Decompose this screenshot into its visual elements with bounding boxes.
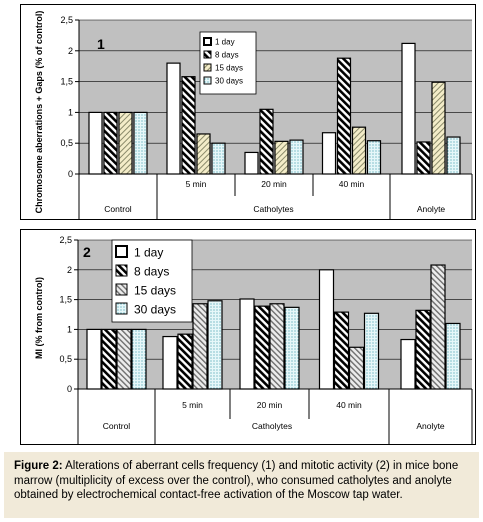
category-label: 20 min — [257, 400, 283, 410]
panel-2-y-axis-label: MI (% from control) — [34, 277, 44, 359]
legend-label: 15 days — [215, 64, 243, 73]
bar-40-min-series-4 — [366, 140, 382, 175]
legend-label: 15 days — [134, 284, 176, 298]
y-tick-label: 0,5 — [60, 138, 73, 148]
legend-swatch — [115, 245, 128, 258]
bar-5-min-series-2 — [181, 76, 196, 175]
bar-control-series-1 — [88, 111, 103, 175]
category-label: 40 min — [339, 179, 365, 189]
bar-control-series-3 — [118, 111, 133, 175]
bar-5-min-series-1 — [166, 62, 181, 175]
bar-anolyte-series-3 — [430, 264, 446, 390]
bar-anolyte-series-4 — [446, 136, 461, 175]
group-label: Control — [104, 204, 132, 214]
panel-2-legend: 1 day 8 days 15 days 30 days — [111, 239, 193, 323]
bar-40-min-series-3 — [348, 346, 365, 390]
y-tick-label: 2,5 — [59, 235, 72, 245]
y-tick-label: 1 — [67, 324, 72, 334]
bar-40-min-series-2 — [333, 311, 350, 390]
bar-control-series-4 — [131, 328, 147, 390]
panel-1-number: 1 — [97, 36, 105, 52]
legend-swatch — [115, 283, 128, 296]
bar-40-min-series-1 — [321, 132, 337, 175]
y-tick-label: 1,5 — [60, 77, 73, 87]
caption-text: Alterations of aberrant cells frequency … — [14, 460, 459, 501]
y-tick-label: 0 — [67, 384, 72, 394]
bar-40-min-series-3 — [351, 126, 367, 175]
group-label: Catholytes — [253, 204, 293, 214]
panel-2-y-tick-labels: 0 0,5 1 1,5 2 2,5 — [59, 235, 72, 394]
bar-anolyte-series-4 — [445, 322, 461, 390]
bar-20-min-series-2 — [254, 305, 270, 390]
bar-40-min-series-2 — [336, 57, 352, 175]
legend-label: 8 days — [134, 265, 169, 279]
bar-20-min-series-3 — [269, 303, 285, 390]
bar-20-min-series-1 — [239, 298, 255, 390]
bar-anolyte-series-3 — [431, 81, 446, 175]
figure-caption: Figure 2: Alterations of aberrant cells … — [4, 452, 479, 518]
category-label: 40 min — [336, 400, 362, 410]
legend-swatch — [203, 63, 212, 72]
group-label: Anolyte — [416, 421, 445, 431]
legend-swatch — [115, 264, 128, 277]
panel-1-bars — [88, 42, 461, 175]
bar-20-min-series-2 — [259, 108, 274, 175]
bar-control-series-4 — [133, 111, 148, 175]
bar-5-min-series-4 — [207, 300, 223, 390]
legend-swatch — [115, 302, 128, 315]
bar-5-min-series-1 — [162, 335, 178, 390]
bar-20-min-series-4 — [289, 139, 304, 175]
panel-1-y-tick-labels: 0 0,5 1 1,5 2 2,5 — [60, 15, 73, 179]
bar-control-series-2 — [101, 328, 117, 390]
y-tick-label: 0,5 — [59, 354, 72, 364]
bar-40-min-series-1 — [318, 269, 335, 390]
legend-swatch — [203, 50, 212, 59]
y-tick-label: 2,5 — [60, 15, 73, 25]
bar-20-min-series-3 — [274, 140, 289, 175]
bar-5-min-series-3 — [196, 133, 211, 175]
group-label: Control — [103, 421, 131, 431]
caption-label: Figure 2: — [14, 460, 63, 472]
bar-control-series-2 — [103, 111, 118, 175]
y-tick-label: 1 — [68, 107, 73, 117]
y-tick-label: 2 — [67, 265, 72, 275]
bar-anolyte-series-1 — [400, 338, 416, 390]
category-label: 20 min — [261, 179, 287, 189]
category-label: 5 min — [186, 179, 207, 189]
bar-control-series-1 — [86, 328, 102, 390]
legend-swatch — [203, 37, 212, 46]
bar-20-min-series-1 — [244, 151, 259, 175]
bar-5-min-series-4 — [211, 142, 226, 175]
bar-5-min-series-2 — [177, 333, 193, 390]
chart-panel-1: 0 0,5 1 1,5 2 2,5 5 min 20 min 40 min Control Cat… — [20, 4, 476, 220]
bar-anolyte-series-2 — [415, 309, 431, 390]
y-tick-label: 1,5 — [59, 295, 72, 305]
panel-2-category-axis: 5 min 20 min 40 min Control Catholytes Anolyt… — [77, 388, 473, 444]
legend-label: 1 day — [215, 38, 235, 47]
panel-1-category-axis: 5 min 20 min 40 min Control Catholytes Anolyt… — [78, 173, 473, 219]
legend-swatch — [203, 76, 212, 85]
panel-1-y-axis-label: Chromosome aberrations + Gaps (% of cont… — [34, 11, 44, 214]
bar-5-min-series-3 — [192, 303, 208, 390]
chart-panel-2: 0 0,5 1 1,5 2 2,5 5 min 20 min 40 min Control Cat… — [20, 229, 476, 445]
bar-anolyte-series-1 — [401, 42, 416, 175]
legend-label: 30 days — [134, 303, 176, 317]
group-label: Anolyte — [417, 204, 446, 214]
legend-label: 30 days — [215, 77, 243, 86]
bar-control-series-3 — [116, 328, 132, 390]
panel-2-number: 2 — [83, 244, 91, 260]
bar-20-min-series-4 — [284, 306, 300, 390]
legend-label: 1 day — [134, 246, 163, 260]
y-tick-label: 0 — [68, 169, 73, 179]
bar-40-min-series-4 — [363, 312, 380, 390]
bar-anolyte-series-2 — [416, 141, 431, 175]
legend-label: 8 days — [215, 51, 239, 60]
group-label: Catholytes — [252, 421, 292, 431]
panel-1-legend: 1 day 8 days 15 days 30 days — [199, 31, 257, 95]
category-label: 5 min — [182, 400, 203, 410]
y-tick-label: 2 — [68, 46, 73, 56]
